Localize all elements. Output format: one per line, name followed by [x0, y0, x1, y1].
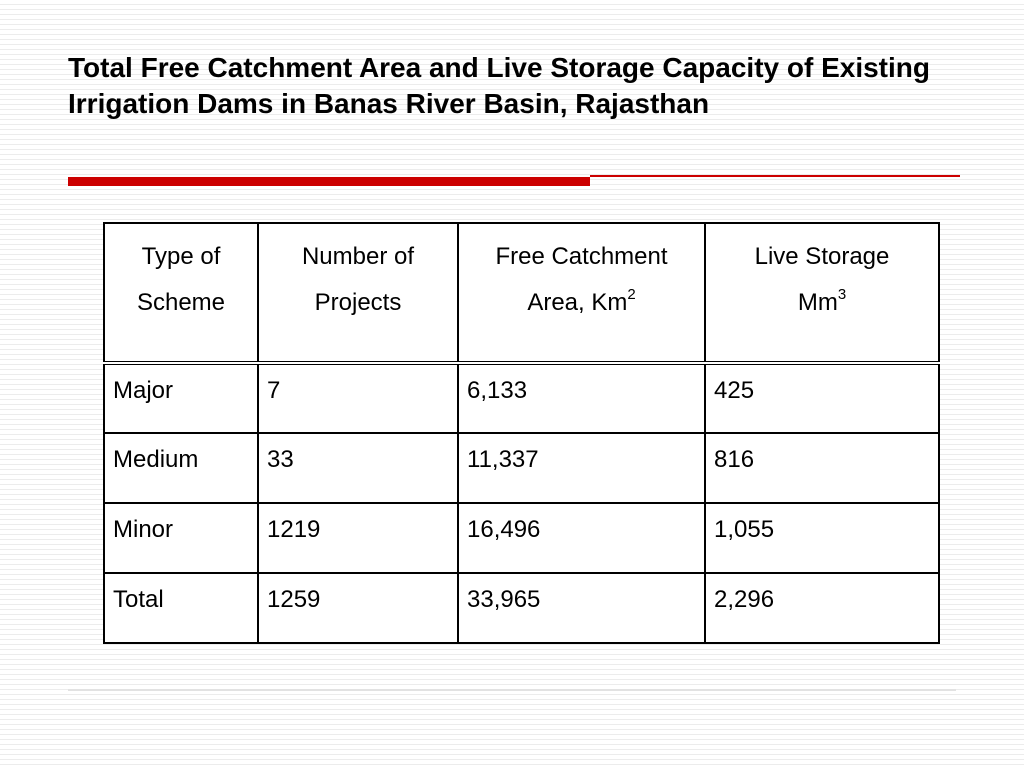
- table-cell: 6,133: [457, 362, 706, 434]
- header-text: Area, Km: [527, 289, 628, 316]
- table-cell: Total: [103, 572, 259, 644]
- header-text: Scheme: [136, 289, 226, 316]
- title-underline-thin: [590, 175, 960, 177]
- table-cell: Minor: [103, 502, 259, 574]
- table-cell: Major: [103, 362, 259, 434]
- table-row: Minor 1219 16,496 1,055: [103, 502, 940, 574]
- header-live-storage: Live Storage Mm3: [704, 222, 940, 365]
- table-cell: 2,296: [704, 572, 940, 644]
- table-header-row: Type of Scheme Number of Projects Free C…: [103, 222, 940, 365]
- header-text: Type of: [141, 243, 221, 270]
- table-cell: 1,055: [704, 502, 940, 574]
- table-cell: 425: [704, 362, 940, 434]
- table-cell: 16,496: [457, 502, 706, 574]
- table-cell: 816: [704, 432, 940, 504]
- table-cell: 33,965: [457, 572, 706, 644]
- header-text: Number of: [301, 243, 415, 270]
- footer-divider: [68, 689, 956, 691]
- slide-title: Total Free Catchment Area and Live Stora…: [68, 52, 930, 119]
- header-free-catchment-area: Free Catchment Area, Km2: [457, 222, 706, 365]
- table-cell: 11,337: [457, 432, 706, 504]
- header-type-of-scheme: Type of Scheme: [103, 222, 259, 365]
- header-number-of-projects: Number of Projects: [257, 222, 459, 365]
- header-text: Live Storage: [754, 243, 890, 270]
- table-cell: 33: [257, 432, 459, 504]
- header-superscript: 2: [627, 286, 636, 303]
- header-text: Projects: [314, 289, 402, 316]
- table-row: Major 7 6,133 425: [103, 362, 940, 434]
- table-cell: 1259: [257, 572, 459, 644]
- table-cell: Medium: [103, 432, 259, 504]
- table-cell: 1219: [257, 502, 459, 574]
- table-row: Medium 33 11,337 816: [103, 432, 940, 504]
- dams-data-table: Type of Scheme Number of Projects Free C…: [103, 222, 940, 644]
- header-text: Mm: [797, 289, 838, 316]
- title-underline-accent: [68, 177, 590, 186]
- table-cell: 7: [257, 362, 459, 434]
- table-row: Total 1259 33,965 2,296: [103, 572, 940, 644]
- header-superscript: 3: [837, 286, 847, 303]
- header-text: Free Catchment: [495, 243, 668, 270]
